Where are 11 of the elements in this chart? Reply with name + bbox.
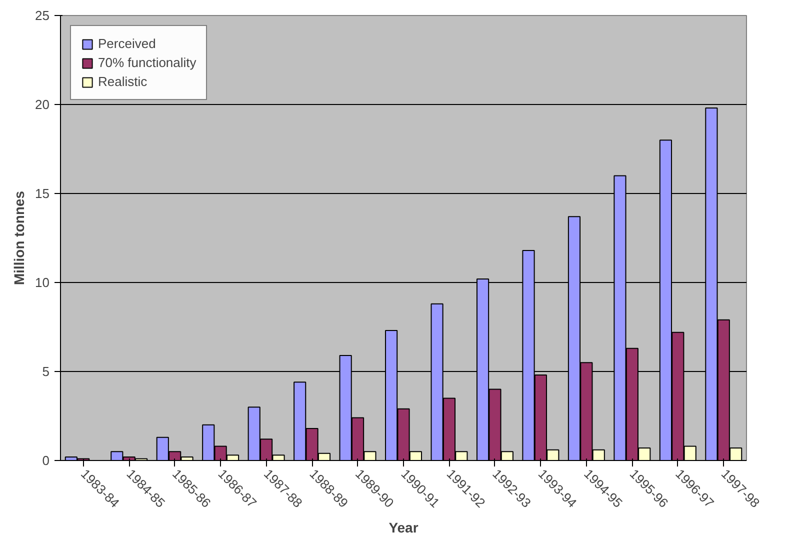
y-tick-label: 20 (35, 97, 50, 112)
y-tick-label: 25 (35, 8, 50, 23)
legend-label: Realistic (98, 74, 148, 89)
y-axis-title: Million tonnes (11, 190, 28, 286)
y-tick-label: 5 (42, 364, 50, 379)
y-tick-label: 15 (35, 186, 50, 201)
y-tick-label: 0 (42, 453, 50, 468)
legend-label: Perceived (98, 36, 156, 51)
x-axis-title: Year (388, 520, 419, 536)
y-tick-label: 10 (35, 275, 50, 290)
legend-label: 70% functionality (98, 55, 196, 70)
